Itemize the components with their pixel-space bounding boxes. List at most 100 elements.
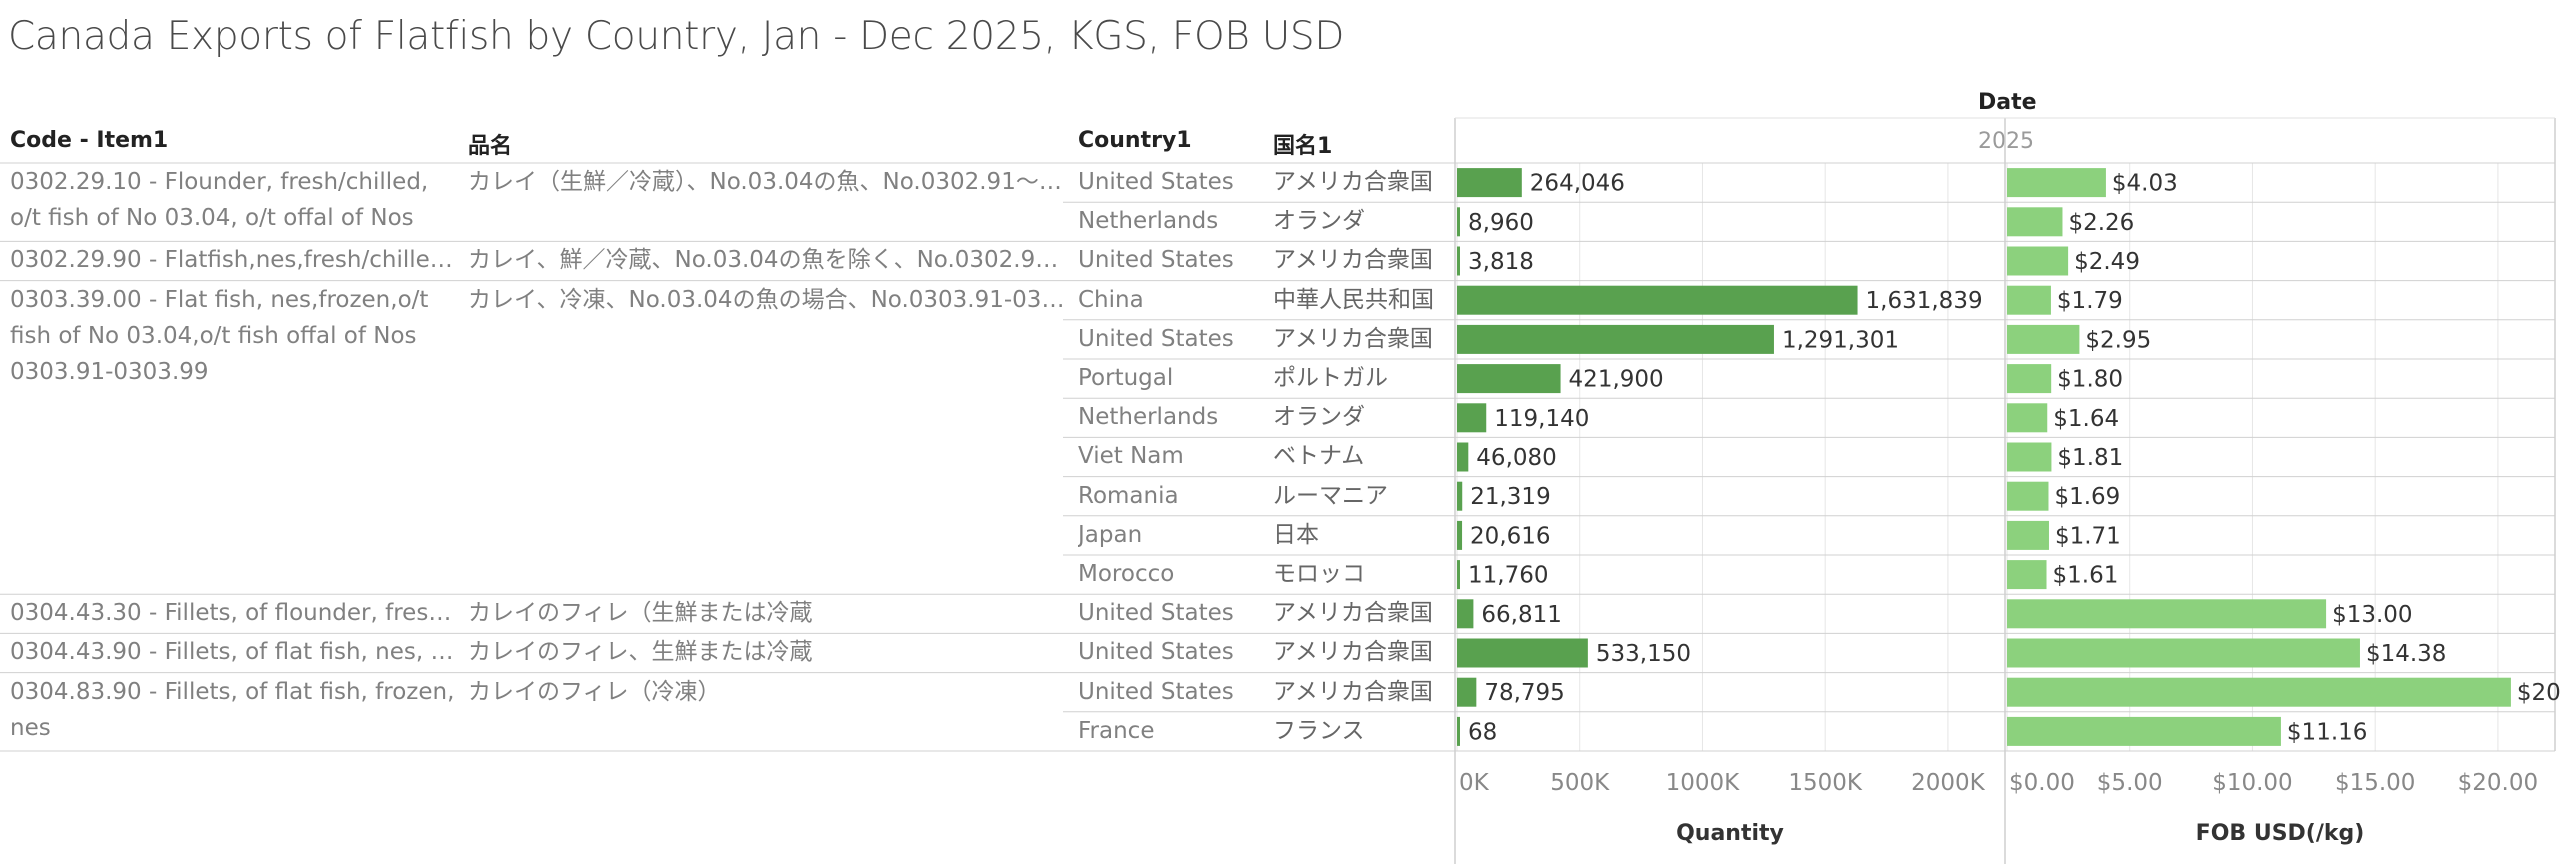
country-jp-cell: アメリカ合衆国 <box>1273 247 1433 274</box>
quantity-bar <box>1457 638 1588 668</box>
chart-title: Canada Exports of Flatfish by Country, J… <box>8 14 1345 59</box>
country-cell[interactable]: Portugal <box>1078 365 1174 391</box>
fob-label: $1.81 <box>2057 445 2123 471</box>
country-jp-cell: オランダ <box>1273 404 1365 431</box>
fob-axis-title: FOB USD(/kg) <box>2196 821 2365 846</box>
header-country-jp[interactable]: 国名1 <box>1273 134 1333 159</box>
country-cell[interactable]: Netherlands <box>1078 208 1219 235</box>
quantity-label: 11,760 <box>1468 563 1548 589</box>
country-jp-cell: 日本 <box>1273 521 1319 548</box>
quantity-label: 21,319 <box>1470 484 1550 510</box>
country-jp-cell: オランダ <box>1273 208 1365 235</box>
quantity-bar <box>1457 716 1460 746</box>
fob-tick-label: $5.00 <box>2097 770 2163 796</box>
quantity-bar <box>1457 677 1477 707</box>
quantity-bar <box>1457 246 1460 276</box>
country-cell[interactable]: United States <box>1078 639 1234 666</box>
fob-label: $14.38 <box>2366 641 2446 667</box>
fob-bar <box>2007 403 2048 433</box>
fob-label: $11.16 <box>2287 719 2367 745</box>
country-cell[interactable]: France <box>1078 717 1155 744</box>
quantity-bar <box>1457 168 1522 198</box>
quantity-bar <box>1457 207 1460 237</box>
country-cell[interactable]: China <box>1078 286 1144 313</box>
fob-bar <box>2007 285 2051 315</box>
country-jp-cell: ルーマニア <box>1273 482 1388 509</box>
fob-tick-label: $20.00 <box>2458 770 2538 796</box>
quantity-label: 421,900 <box>1569 367 1664 393</box>
quantity-bar <box>1457 560 1460 590</box>
fob-label: $13.00 <box>2332 602 2412 628</box>
fob-bar <box>2007 442 2052 472</box>
header-year: 2025 <box>1978 129 2034 154</box>
country-jp-cell: アメリカ合衆国 <box>1273 600 1433 627</box>
fob-label: $1.80 <box>2057 367 2123 393</box>
country-jp-cell: ベトナム <box>1273 443 1365 470</box>
fob-tick-label: $15.00 <box>2335 770 2415 796</box>
quantity-label: 46,080 <box>1476 445 1556 471</box>
fob-label: $2.49 <box>2074 249 2140 275</box>
fob-bar <box>2007 716 2281 746</box>
country-cell[interactable]: Romania <box>1078 482 1179 509</box>
fob-label: $20.53 <box>2517 680 2560 706</box>
country-cell[interactable]: United States <box>1078 247 1234 274</box>
fob-bar <box>2007 364 2052 394</box>
quantity-label: 1,631,839 <box>1866 288 1983 314</box>
quantity-label: 68 <box>1468 719 1497 745</box>
item-code-cell[interactable]: 0302.29.10 - Flounder, fresh/chilled, o/… <box>10 169 429 231</box>
country-jp-cell: アメリカ合衆国 <box>1273 325 1433 352</box>
fob-bar <box>2007 324 2080 354</box>
quantity-tick-label: 1000K <box>1666 770 1741 796</box>
fob-label: $2.26 <box>2068 210 2134 236</box>
fob-bar <box>2007 677 2511 707</box>
fob-label: $1.61 <box>2053 563 2119 589</box>
fob-label: $1.71 <box>2055 523 2121 549</box>
quantity-bar <box>1457 403 1487 433</box>
fob-bar <box>2007 168 2106 198</box>
country-jp-cell: モロッコ <box>1273 561 1365 587</box>
header-country[interactable]: Country1 <box>1078 128 1192 153</box>
item-code-cell[interactable]: 0303.39.00 - Flat fish, nes,frozen,o/t f… <box>10 286 429 385</box>
country-cell[interactable]: Japan <box>1078 521 1143 548</box>
quantity-bar <box>1457 324 1774 354</box>
country-cell[interactable]: United States <box>1078 169 1234 195</box>
quantity-tick-label: 2000K <box>1911 770 1986 796</box>
fob-label: $1.79 <box>2057 288 2123 314</box>
country-jp-cell: アメリカ合衆国 <box>1273 169 1433 195</box>
quantity-tick-label: 500K <box>1550 770 1610 796</box>
quantity-tick-label: 1500K <box>1788 770 1863 796</box>
country-cell[interactable]: Morocco <box>1078 561 1175 587</box>
fob-bar <box>2007 481 2049 511</box>
fob-bar <box>2007 560 2047 590</box>
quantity-label: 78,795 <box>1484 680 1564 706</box>
quantity-label: 3,818 <box>1468 249 1534 275</box>
fob-label: $1.69 <box>2054 484 2120 510</box>
quantity-label: 66,811 <box>1481 602 1561 628</box>
fob-bar <box>2007 207 2063 237</box>
header-name-jp[interactable]: 品名 <box>468 134 513 159</box>
quantity-label: 119,140 <box>1494 406 1589 432</box>
fob-label: $2.95 <box>2085 327 2151 353</box>
country-cell[interactable]: Netherlands <box>1078 404 1219 431</box>
fob-tick-label: $0.00 <box>2009 770 2075 796</box>
country-cell[interactable]: United States <box>1078 600 1234 627</box>
fob-bar <box>2007 638 2360 668</box>
country-cell[interactable]: United States <box>1078 325 1234 352</box>
country-cell[interactable]: Viet Nam <box>1078 443 1184 470</box>
quantity-label: 20,616 <box>1470 523 1550 549</box>
fob-bar <box>2007 246 2069 276</box>
quantity-bar <box>1457 520 1463 550</box>
item-code-cell[interactable]: 0304.83.90 - Fillets, of flat fish, froz… <box>10 678 455 741</box>
quantity-label: 264,046 <box>1530 171 1625 197</box>
fob-label: $4.03 <box>2112 171 2178 197</box>
country-jp-cell: ポルトガル <box>1273 365 1388 391</box>
header-date: Date <box>1978 90 2037 115</box>
country-cell[interactable]: United States <box>1078 678 1234 705</box>
quantity-axis-title: Quantity <box>1676 821 1784 846</box>
header-code[interactable]: Code - Item1 <box>10 128 169 153</box>
quantity-bar <box>1457 599 1474 629</box>
country-jp-cell: アメリカ合衆国 <box>1273 639 1433 666</box>
quantity-label: 1,291,301 <box>1782 327 1899 353</box>
quantity-bar <box>1457 285 1858 315</box>
